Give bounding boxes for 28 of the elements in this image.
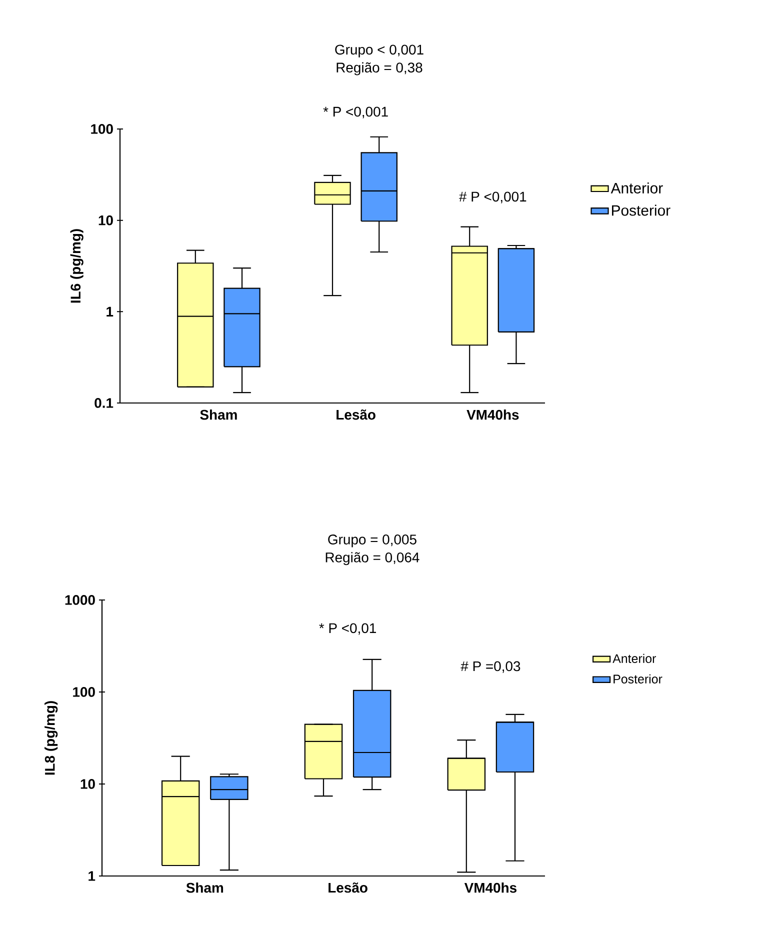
annotation: # P =0,03	[460, 661, 520, 673]
x-tick-label: VM40hs	[464, 882, 516, 893]
x-tick-label: VM40hs	[466, 409, 519, 420]
y-axis-title: IL6 (pg/mg)	[70, 229, 84, 303]
y-tick-label: 1000	[65, 595, 95, 605]
legend-label: Posterior	[614, 674, 662, 684]
annotation: * P <0,01	[319, 623, 376, 635]
x-tick-label: Sham	[200, 409, 237, 420]
y-tick-label: 10	[80, 779, 95, 789]
text: * P <0,001	[323, 106, 388, 118]
chart-subtitle: Região = 0,064	[326, 552, 420, 566]
y-tick-label: 0.1	[94, 398, 114, 408]
y-tick-label: 1	[106, 306, 114, 316]
y-axis-title: IL8 (pg/mg)	[44, 701, 58, 775]
y-tick-label: 100	[73, 687, 95, 697]
y-tick-label: 10	[98, 215, 113, 226]
legend-label: Anterior	[610, 182, 663, 194]
chart-title: Grupo = 0,005	[328, 534, 416, 548]
legend-label: Anterior	[612, 654, 656, 664]
x-tick-label: Lesão	[336, 409, 376, 420]
x-tick-label: Lesão	[328, 882, 368, 893]
chart-subtitle: Região = 0,38	[336, 62, 422, 76]
annotation: # P <0,001	[459, 192, 526, 204]
chart-title: Grupo < 0,001	[335, 44, 424, 58]
y-tick-label: 100	[91, 124, 113, 134]
legend-label: Posterior	[612, 204, 670, 216]
x-tick-label: Sham	[186, 882, 224, 893]
y-tick-label: 1	[88, 871, 96, 881]
